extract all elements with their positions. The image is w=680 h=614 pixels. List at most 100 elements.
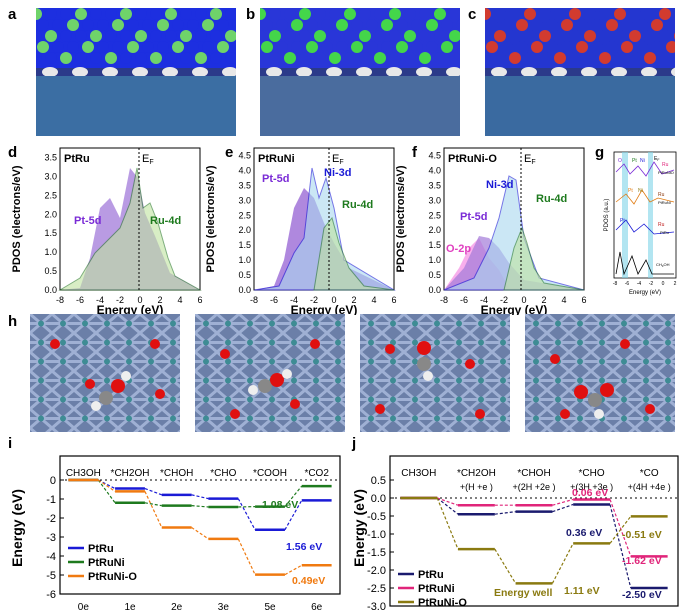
- category-label: CH3OH: [401, 468, 436, 479]
- slab-atom: [584, 52, 596, 64]
- ytick-label: -1.5: [367, 547, 386, 559]
- pdos-ytick: 1.5: [428, 240, 441, 250]
- slab-atom: [629, 30, 641, 42]
- electron-count-label: 3e: [218, 602, 230, 613]
- slab-atom: [351, 19, 363, 31]
- ytick-label: -4: [46, 551, 56, 563]
- pdos-g-label-ef: EF: [654, 156, 659, 162]
- energy-connector: [494, 548, 517, 584]
- pdos-d-label-ru: Ru-4d: [150, 215, 181, 227]
- ytick-label: -1: [46, 494, 56, 506]
- slab-atom: [90, 52, 102, 64]
- pdos-ticks: -8 -6 -4 -2 0 2 4 6 0.0 0.5 1.0 1.5 2.0 2.5 3.0 3.5 -8 -6…: [44, 150, 586, 305]
- slab-atom: [449, 8, 460, 20]
- slab-atom: [135, 30, 147, 42]
- slab-atom: [329, 52, 341, 64]
- slab-atom: [614, 8, 626, 20]
- pdos-g-xtick: 0: [662, 281, 665, 287]
- pdos-ytick: 3.0: [238, 195, 251, 205]
- pdos-d-ef: EF: [142, 153, 154, 166]
- panel-label-j: j: [352, 435, 357, 452]
- energy-connector: [144, 491, 163, 528]
- slab-atom: [404, 8, 416, 20]
- pdos-d-title: PtRu: [64, 153, 90, 165]
- category-label: *CHOH: [160, 468, 193, 479]
- electron-count-label: 1e: [124, 602, 136, 613]
- slab-atom-h: [416, 67, 432, 77]
- slab-atom: [389, 52, 401, 64]
- slab-atom: [531, 19, 543, 31]
- slab-atom: [524, 52, 536, 64]
- sub-category-label: +(4H +4e ): [628, 482, 671, 492]
- slab-atom: [105, 30, 117, 42]
- slab-atom: [284, 52, 296, 64]
- slab-atom: [60, 8, 72, 20]
- slab-atom: [629, 52, 641, 64]
- slab-atom: [576, 19, 588, 31]
- slab-atom: [180, 8, 192, 20]
- pdos-ytick: 1.5: [238, 240, 251, 250]
- slab-atom: [37, 41, 49, 53]
- slab-atom: [449, 52, 460, 64]
- pdos-g-label-ni1: Ni: [640, 158, 645, 164]
- category-label: *CHO: [579, 468, 605, 479]
- pdos-g-xtick: -2: [649, 281, 654, 287]
- ytick-label: 0.5: [371, 475, 386, 487]
- slab-atom: [441, 41, 453, 53]
- energy-connector: [436, 497, 459, 515]
- pdos-ytick: 3.5: [428, 180, 441, 190]
- slab-b-base: [260, 76, 460, 136]
- slab-atom: [651, 41, 663, 53]
- slab-atom-h: [611, 67, 627, 77]
- slab-atom: [187, 41, 199, 53]
- pdos-xtick: -8: [56, 295, 64, 305]
- energy-connector: [237, 538, 256, 575]
- pdos-ytick: 3.5: [44, 152, 57, 162]
- slab-atom: [210, 52, 222, 64]
- slab-c-base: [485, 76, 675, 136]
- pdos-f-label-pt: Pt-5d: [460, 211, 488, 223]
- panel-label-g: g: [595, 144, 605, 161]
- pdos-ytick: 1.0: [238, 255, 251, 265]
- adsorption-structures: [30, 314, 675, 432]
- slab-atom: [606, 41, 618, 53]
- slab-atom: [142, 41, 154, 53]
- pdos-panel-f: PtRuNi-O EF Pt-5d Ni-3d Ru-4d O-2p Energ…: [395, 147, 585, 315]
- energy-diagram-i: Energy (eV) 0 -1 -2 -3 -4 -5 -6 CH3OH *CH2OH *CHO…: [9, 455, 341, 613]
- slab-atom: [531, 41, 543, 53]
- energy-diagram-j: Energy (eV) 0.5 0.0 -0.5 -1.0 -1.5 -2.0 -2.5 -3…: [351, 455, 679, 613]
- adsorbate-c: [417, 357, 431, 371]
- slab-atom: [344, 52, 356, 64]
- energy-annotation: -0.51 eV: [622, 529, 662, 541]
- panel-label-c: c: [468, 6, 477, 23]
- slab-atom: [351, 41, 363, 53]
- slab-atom: [321, 41, 333, 53]
- pdos-ytick: 4.0: [238, 165, 251, 175]
- slab-atom: [165, 8, 177, 20]
- slab-atom: [381, 41, 393, 53]
- slab-atom: [67, 41, 79, 53]
- slab-c-spheres: [485, 8, 675, 77]
- slab-atom: [82, 19, 94, 31]
- pdos-f-ru-fill: [503, 226, 585, 291]
- pdos-g-label-ru2: Ru: [658, 192, 665, 198]
- adsorbate-h: [282, 369, 292, 379]
- adsorbate-h: [121, 371, 131, 381]
- slab-atom: [374, 8, 386, 20]
- slab-atom: [509, 30, 521, 42]
- slab-atom-h: [446, 67, 460, 77]
- pdos-g-curve-3: [615, 219, 675, 235]
- panel-label-h: h: [8, 313, 18, 330]
- slab-atom: [396, 19, 408, 31]
- pdos-e-xlabel: Energy (eV): [291, 303, 358, 315]
- slab-atom-h: [551, 67, 567, 77]
- slab-atom: [621, 19, 633, 31]
- pdos-ytick: 2.0: [428, 225, 441, 235]
- slab-b-spheres: [260, 8, 460, 77]
- pdos-f-xlabel: Energy (eV): [481, 303, 548, 315]
- slab-atom: [554, 52, 566, 64]
- slab-atom: [210, 30, 222, 42]
- adsorbate-c: [258, 379, 272, 393]
- pdos-ytick: 0.5: [428, 270, 441, 280]
- pdos-xtick: 6: [391, 295, 396, 305]
